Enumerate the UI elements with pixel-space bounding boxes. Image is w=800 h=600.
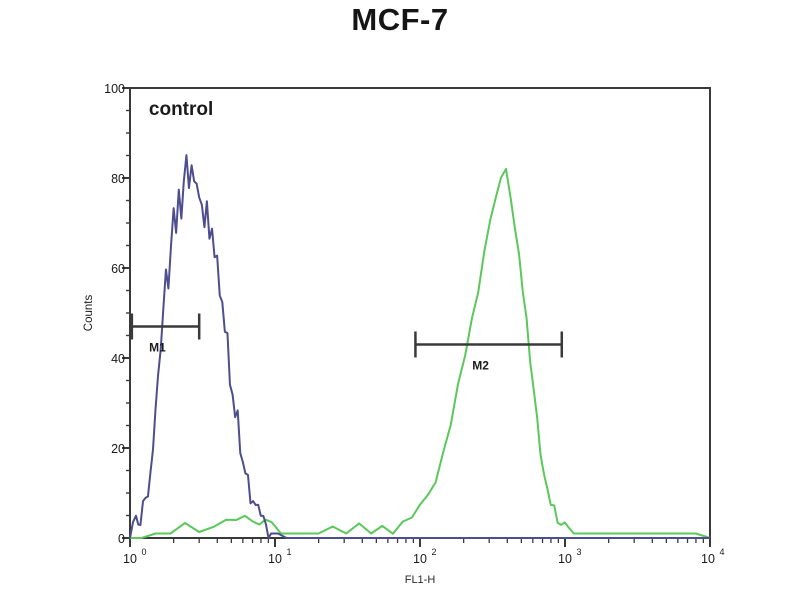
histogram-trace-control	[129, 154, 710, 539]
y-axis-tick-labels: 100 80 60 40 20 0	[104, 82, 125, 546]
plot-frame	[129, 87, 711, 539]
marker-gate-m1[interactable]: M1	[130, 313, 201, 355]
y-axis-ticks	[122, 87, 130, 539]
ytick-label-80: 80	[111, 172, 125, 186]
control-annotation: control	[149, 99, 213, 120]
ytick-label-20: 20	[111, 442, 125, 456]
xtick-exponent-2: 2	[431, 547, 436, 557]
xtick-exponent-1: 1	[286, 547, 291, 557]
m1-label: M1	[149, 341, 166, 355]
marker-gate-m2[interactable]: M2	[414, 331, 564, 373]
x-axis-tick-labels: 10 0 10 1 10 2 10 3 10 4	[123, 547, 724, 566]
xtick-label-3: 10	[413, 552, 427, 566]
ytick-label-100: 100	[104, 82, 125, 96]
xtick-exponent-3: 3	[576, 547, 581, 557]
ytick-label-40: 40	[111, 352, 125, 366]
xtick-exponent-4: 4	[719, 547, 724, 557]
xtick-label-2: 10	[268, 552, 282, 566]
histogram-trace-sample	[130, 168, 711, 539]
x-axis-ticks	[129, 538, 711, 547]
xtick-label-5: 10	[701, 552, 715, 566]
xtick-label-1: 10	[123, 552, 137, 566]
ytick-label-60: 60	[111, 262, 125, 276]
xtick-label-4: 10	[558, 552, 572, 566]
x-axis-title: FL1-H	[405, 574, 436, 586]
y-axis-title: Counts	[83, 295, 95, 332]
ytick-label-0: 0	[118, 532, 125, 546]
m2-label: M2	[472, 359, 489, 373]
xtick-exponent-0: 0	[141, 547, 146, 557]
page-title: MCF-7	[351, 2, 449, 37]
